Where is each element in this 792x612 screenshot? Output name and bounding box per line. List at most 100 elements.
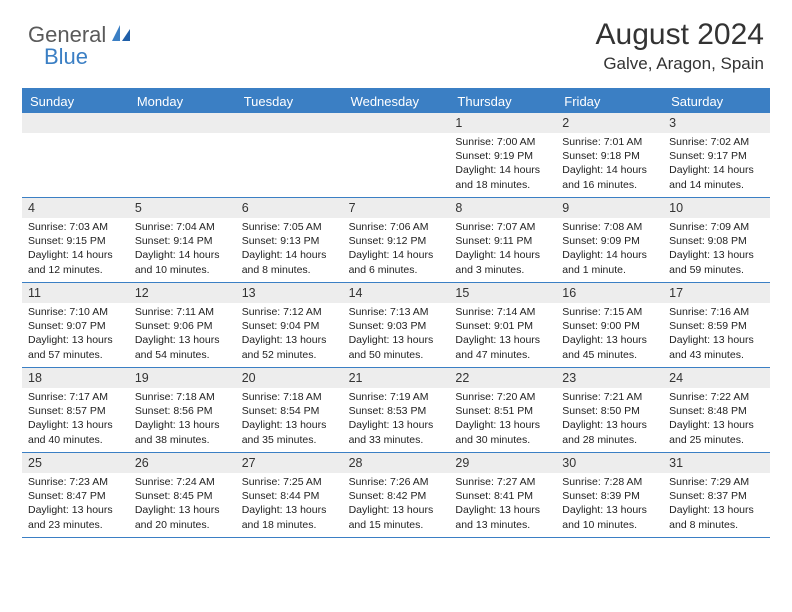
day-header-row: SundayMondayTuesdayWednesdayThursdayFrid…: [22, 90, 770, 113]
calendar-cell: 28Sunrise: 7:26 AMSunset: 8:42 PMDayligh…: [343, 453, 450, 537]
calendar-cell-empty: [236, 113, 343, 197]
sunset-line: Sunset: 8:57 PM: [28, 404, 123, 418]
week-row: 1Sunrise: 7:00 AMSunset: 9:19 PMDaylight…: [22, 113, 770, 198]
day-details: Sunrise: 7:11 AMSunset: 9:06 PMDaylight:…: [129, 303, 236, 366]
day-number: 9: [556, 198, 663, 218]
week-row: 4Sunrise: 7:03 AMSunset: 9:15 PMDaylight…: [22, 198, 770, 283]
sunrise-line: Sunrise: 7:03 AM: [28, 220, 123, 234]
sunrise-line: Sunrise: 7:29 AM: [669, 475, 764, 489]
header: General Blue August 2024 Galve, Aragon, …: [0, 0, 792, 82]
sunset-line: Sunset: 8:48 PM: [669, 404, 764, 418]
day-number: 28: [343, 453, 450, 473]
calendar-cell: 15Sunrise: 7:14 AMSunset: 9:01 PMDayligh…: [449, 283, 556, 367]
day-number: 23: [556, 368, 663, 388]
day-details: Sunrise: 7:24 AMSunset: 8:45 PMDaylight:…: [129, 473, 236, 536]
sunset-line: Sunset: 9:11 PM: [455, 234, 550, 248]
sunrise-line: Sunrise: 7:15 AM: [562, 305, 657, 319]
daylight-line: Daylight: 13 hours and 33 minutes.: [349, 418, 444, 446]
day-number: [236, 113, 343, 133]
day-number: 20: [236, 368, 343, 388]
daylight-line: Daylight: 13 hours and 15 minutes.: [349, 503, 444, 531]
calendar-cell: 20Sunrise: 7:18 AMSunset: 8:54 PMDayligh…: [236, 368, 343, 452]
sunrise-line: Sunrise: 7:27 AM: [455, 475, 550, 489]
day-details: Sunrise: 7:16 AMSunset: 8:59 PMDaylight:…: [663, 303, 770, 366]
day-number: 29: [449, 453, 556, 473]
day-details: Sunrise: 7:20 AMSunset: 8:51 PMDaylight:…: [449, 388, 556, 451]
day-number: 17: [663, 283, 770, 303]
day-details: Sunrise: 7:15 AMSunset: 9:00 PMDaylight:…: [556, 303, 663, 366]
day-details: Sunrise: 7:03 AMSunset: 9:15 PMDaylight:…: [22, 218, 129, 281]
sunset-line: Sunset: 8:39 PM: [562, 489, 657, 503]
sunrise-line: Sunrise: 7:25 AM: [242, 475, 337, 489]
sunrise-line: Sunrise: 7:17 AM: [28, 390, 123, 404]
daylight-line: Daylight: 13 hours and 50 minutes.: [349, 333, 444, 361]
calendar: SundayMondayTuesdayWednesdayThursdayFrid…: [22, 88, 770, 538]
day-details: [343, 133, 450, 195]
calendar-cell: 26Sunrise: 7:24 AMSunset: 8:45 PMDayligh…: [129, 453, 236, 537]
day-details: Sunrise: 7:12 AMSunset: 9:04 PMDaylight:…: [236, 303, 343, 366]
calendar-cell: 16Sunrise: 7:15 AMSunset: 9:00 PMDayligh…: [556, 283, 663, 367]
daylight-line: Daylight: 13 hours and 28 minutes.: [562, 418, 657, 446]
calendar-cell-empty: [343, 113, 450, 197]
daylight-line: Daylight: 13 hours and 52 minutes.: [242, 333, 337, 361]
calendar-cell-empty: [22, 113, 129, 197]
sunset-line: Sunset: 8:54 PM: [242, 404, 337, 418]
day-details: Sunrise: 7:27 AMSunset: 8:41 PMDaylight:…: [449, 473, 556, 536]
sunset-line: Sunset: 9:09 PM: [562, 234, 657, 248]
day-number: 11: [22, 283, 129, 303]
day-details: Sunrise: 7:21 AMSunset: 8:50 PMDaylight:…: [556, 388, 663, 451]
sunset-line: Sunset: 8:50 PM: [562, 404, 657, 418]
daylight-line: Daylight: 14 hours and 14 minutes.: [669, 163, 764, 191]
sunset-line: Sunset: 8:53 PM: [349, 404, 444, 418]
daylight-line: Daylight: 13 hours and 18 minutes.: [242, 503, 337, 531]
daylight-line: Daylight: 13 hours and 45 minutes.: [562, 333, 657, 361]
day-number: 3: [663, 113, 770, 133]
daylight-line: Daylight: 14 hours and 3 minutes.: [455, 248, 550, 276]
day-details: [129, 133, 236, 195]
sunrise-line: Sunrise: 7:04 AM: [135, 220, 230, 234]
daylight-line: Daylight: 13 hours and 8 minutes.: [669, 503, 764, 531]
daylight-line: Daylight: 13 hours and 57 minutes.: [28, 333, 123, 361]
location: Galve, Aragon, Spain: [596, 54, 764, 74]
day-number: 1: [449, 113, 556, 133]
day-number: 24: [663, 368, 770, 388]
sunrise-line: Sunrise: 7:12 AM: [242, 305, 337, 319]
day-number: 12: [129, 283, 236, 303]
sunrise-line: Sunrise: 7:10 AM: [28, 305, 123, 319]
day-number: 25: [22, 453, 129, 473]
sunset-line: Sunset: 8:59 PM: [669, 319, 764, 333]
daylight-line: Daylight: 13 hours and 38 minutes.: [135, 418, 230, 446]
day-details: Sunrise: 7:29 AMSunset: 8:37 PMDaylight:…: [663, 473, 770, 536]
day-details: Sunrise: 7:01 AMSunset: 9:18 PMDaylight:…: [556, 133, 663, 196]
daylight-line: Daylight: 13 hours and 47 minutes.: [455, 333, 550, 361]
week-row: 11Sunrise: 7:10 AMSunset: 9:07 PMDayligh…: [22, 283, 770, 368]
calendar-cell: 29Sunrise: 7:27 AMSunset: 8:41 PMDayligh…: [449, 453, 556, 537]
day-details: [22, 133, 129, 195]
daylight-line: Daylight: 14 hours and 16 minutes.: [562, 163, 657, 191]
sunset-line: Sunset: 9:03 PM: [349, 319, 444, 333]
sunrise-line: Sunrise: 7:21 AM: [562, 390, 657, 404]
day-details: Sunrise: 7:07 AMSunset: 9:11 PMDaylight:…: [449, 218, 556, 281]
day-details: Sunrise: 7:23 AMSunset: 8:47 PMDaylight:…: [22, 473, 129, 536]
day-details: Sunrise: 7:17 AMSunset: 8:57 PMDaylight:…: [22, 388, 129, 451]
sunset-line: Sunset: 9:00 PM: [562, 319, 657, 333]
sunrise-line: Sunrise: 7:08 AM: [562, 220, 657, 234]
logo-sail-icon: [110, 23, 132, 48]
sunset-line: Sunset: 9:06 PM: [135, 319, 230, 333]
daylight-line: Daylight: 13 hours and 59 minutes.: [669, 248, 764, 276]
day-details: Sunrise: 7:25 AMSunset: 8:44 PMDaylight:…: [236, 473, 343, 536]
day-number: [343, 113, 450, 133]
day-header-wednesday: Wednesday: [343, 90, 450, 113]
daylight-line: Daylight: 13 hours and 25 minutes.: [669, 418, 764, 446]
calendar-cell: 2Sunrise: 7:01 AMSunset: 9:18 PMDaylight…: [556, 113, 663, 197]
sunset-line: Sunset: 9:12 PM: [349, 234, 444, 248]
sunrise-line: Sunrise: 7:00 AM: [455, 135, 550, 149]
calendar-cell: 23Sunrise: 7:21 AMSunset: 8:50 PMDayligh…: [556, 368, 663, 452]
day-details: Sunrise: 7:10 AMSunset: 9:07 PMDaylight:…: [22, 303, 129, 366]
day-details: Sunrise: 7:00 AMSunset: 9:19 PMDaylight:…: [449, 133, 556, 196]
day-details: Sunrise: 7:02 AMSunset: 9:17 PMDaylight:…: [663, 133, 770, 196]
day-number: 21: [343, 368, 450, 388]
month-title: August 2024: [596, 18, 764, 52]
daylight-line: Daylight: 13 hours and 40 minutes.: [28, 418, 123, 446]
sunrise-line: Sunrise: 7:05 AM: [242, 220, 337, 234]
